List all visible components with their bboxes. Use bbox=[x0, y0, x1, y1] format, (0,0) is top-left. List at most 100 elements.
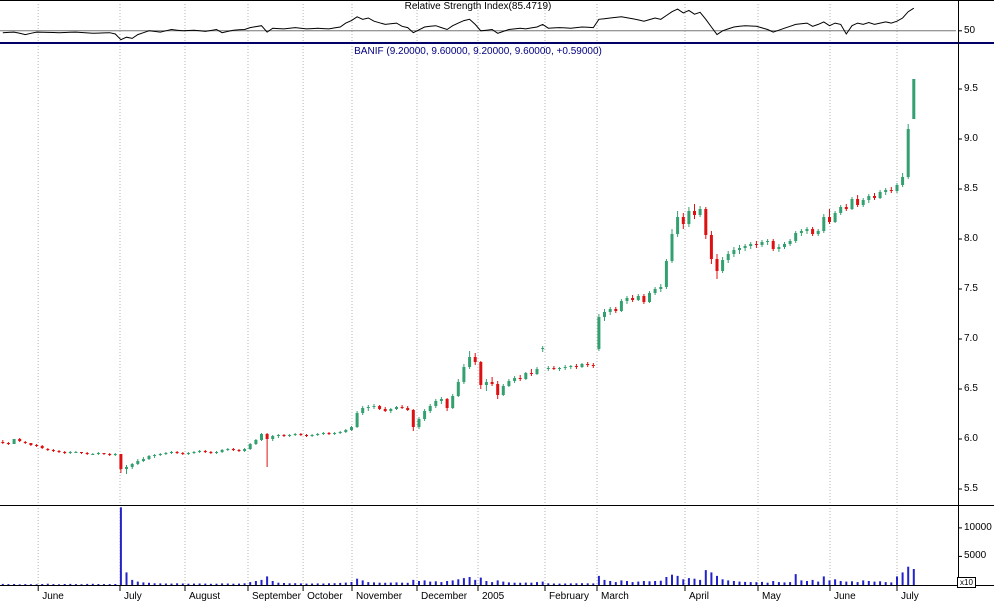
volume-bar bbox=[423, 580, 426, 585]
candle-body bbox=[271, 436, 275, 439]
month-label: July bbox=[901, 591, 919, 602]
volume-bar bbox=[86, 583, 89, 585]
candle-body bbox=[693, 211, 696, 215]
volume-bar bbox=[311, 583, 314, 585]
candle-body bbox=[569, 366, 573, 367]
candle-body bbox=[316, 434, 320, 435]
volume-bar bbox=[648, 581, 651, 585]
candle-body bbox=[23, 442, 27, 443]
volume-bar bbox=[856, 582, 859, 585]
volume-bar bbox=[704, 570, 707, 585]
candle-body bbox=[816, 231, 820, 234]
price-axis-label: 7.5 bbox=[964, 283, 978, 294]
candle-body bbox=[192, 452, 196, 453]
candle-body bbox=[591, 365, 595, 366]
volume-bar bbox=[24, 584, 27, 585]
volume-bar bbox=[912, 569, 915, 585]
candle-body bbox=[906, 129, 910, 177]
volume-bar bbox=[299, 583, 302, 585]
candle-body bbox=[681, 217, 685, 224]
candle-body bbox=[164, 453, 168, 454]
candle-body bbox=[186, 453, 190, 454]
volume-bar bbox=[468, 577, 471, 585]
volume-bar bbox=[659, 580, 662, 585]
candle-body bbox=[473, 357, 477, 362]
volume-bar bbox=[373, 582, 375, 585]
month-label: November bbox=[356, 591, 403, 602]
volume-bar bbox=[806, 581, 808, 585]
volume-bar bbox=[772, 581, 775, 585]
candle-body bbox=[51, 450, 55, 451]
volume-bar bbox=[74, 584, 77, 585]
volume-bar bbox=[209, 583, 212, 585]
volume-bar bbox=[789, 582, 792, 585]
candle-body bbox=[597, 317, 601, 349]
candle-body bbox=[507, 381, 511, 386]
volume-bar bbox=[862, 580, 865, 585]
candle-body bbox=[608, 309, 612, 312]
volume-bar bbox=[418, 581, 420, 585]
volume-bar bbox=[716, 575, 718, 585]
candle-body bbox=[428, 406, 432, 411]
volume-bar bbox=[569, 583, 572, 585]
candle-body bbox=[659, 287, 663, 289]
month-label: 2005 bbox=[482, 591, 505, 602]
candle-body bbox=[383, 409, 387, 411]
volume-bar bbox=[822, 576, 825, 585]
candle-body bbox=[282, 435, 286, 436]
volume-bar bbox=[266, 576, 269, 585]
volume-bar bbox=[907, 566, 910, 585]
candle-body bbox=[586, 364, 590, 365]
volume-bar bbox=[58, 584, 60, 585]
volume-bar bbox=[671, 574, 673, 585]
volume-bar bbox=[828, 580, 831, 585]
candle-body bbox=[423, 411, 427, 419]
volume-bar bbox=[682, 579, 685, 585]
candle-body bbox=[237, 450, 241, 451]
candle-body bbox=[653, 289, 657, 293]
volume-bar bbox=[356, 578, 359, 585]
volume-bar bbox=[344, 582, 347, 585]
candle-body bbox=[260, 434, 263, 440]
rsi-line bbox=[2, 7, 915, 41]
candle-body bbox=[327, 433, 331, 434]
volume-bar bbox=[597, 575, 600, 585]
volume-bar bbox=[103, 584, 105, 585]
candle-body bbox=[546, 368, 550, 369]
candle-body bbox=[248, 444, 252, 449]
candle-body bbox=[299, 434, 303, 435]
candle-body bbox=[664, 261, 668, 287]
candle-body bbox=[698, 209, 702, 215]
candle-body bbox=[288, 435, 292, 436]
candle-body bbox=[873, 196, 876, 198]
volume-bar bbox=[108, 584, 111, 585]
candle-body bbox=[350, 427, 353, 430]
volume-bar bbox=[142, 582, 145, 585]
candle-body bbox=[614, 309, 618, 311]
candle-body bbox=[799, 231, 803, 233]
candle-body bbox=[198, 451, 202, 452]
volume-bar bbox=[215, 583, 218, 585]
volume-bar bbox=[896, 576, 898, 585]
candle-body bbox=[276, 435, 280, 436]
candle-body bbox=[861, 200, 865, 205]
volume-bar bbox=[839, 581, 842, 585]
volume-bar bbox=[491, 582, 494, 585]
volume-bar bbox=[620, 580, 623, 585]
candle-body bbox=[153, 455, 157, 456]
candle-body bbox=[732, 250, 736, 254]
volume-bar bbox=[350, 582, 353, 585]
volume-bar bbox=[603, 579, 606, 585]
price-axis-label: 7.0 bbox=[964, 333, 978, 344]
volume-bar bbox=[586, 583, 589, 585]
candle-body bbox=[648, 293, 651, 302]
volume-bar bbox=[401, 582, 404, 585]
month-label: March bbox=[601, 591, 629, 602]
volume-bar bbox=[558, 583, 561, 585]
volume-bar bbox=[221, 583, 224, 585]
volume-bar bbox=[513, 582, 516, 585]
candle-body bbox=[676, 217, 680, 234]
candle-body bbox=[417, 419, 421, 427]
candle-body bbox=[439, 399, 443, 401]
